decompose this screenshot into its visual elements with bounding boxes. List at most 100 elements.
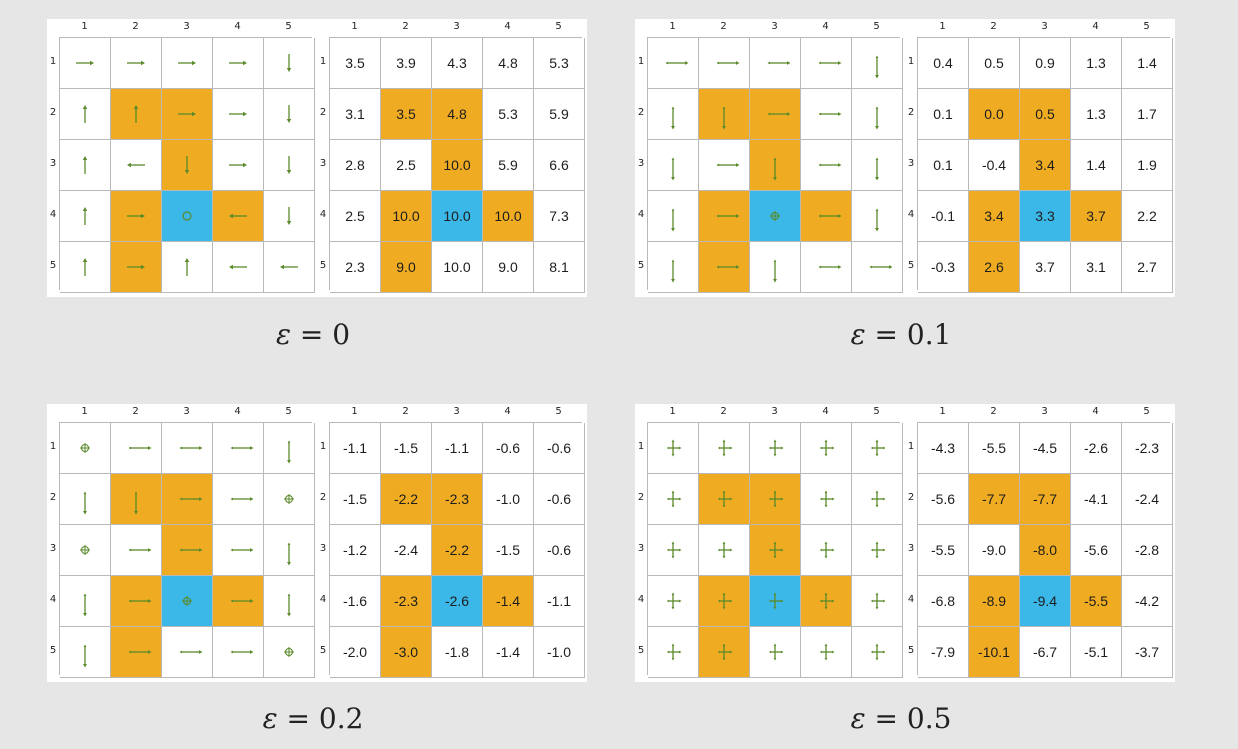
policy-cell-forbidden bbox=[162, 474, 213, 525]
arrow-left-head bbox=[717, 548, 720, 552]
epsilon-value: = 0.5 bbox=[874, 702, 952, 735]
row-label: 1 bbox=[49, 441, 57, 452]
value-cell-empty: -4.3 bbox=[918, 423, 969, 474]
arrow-left-head bbox=[716, 61, 719, 65]
arrow-left-head bbox=[818, 214, 821, 218]
policy-lr-icon bbox=[179, 650, 203, 654]
state-value: 1.4 bbox=[1137, 55, 1157, 71]
state-value: 2.8 bbox=[345, 157, 365, 173]
state-value: -9.0 bbox=[981, 542, 1007, 558]
arrow-left-head bbox=[229, 264, 233, 270]
arrow-left-head bbox=[128, 548, 131, 552]
arrow-up-head bbox=[287, 440, 291, 443]
row-label: 5 bbox=[637, 260, 645, 271]
policy-ud-icon bbox=[722, 106, 726, 130]
arrow-left-head bbox=[768, 650, 771, 654]
arrow-up-head bbox=[875, 592, 879, 595]
state-value: -2.4 bbox=[393, 542, 419, 558]
policy-cell-empty bbox=[213, 627, 264, 678]
arrow-left-head bbox=[230, 548, 233, 552]
arrow-up-head bbox=[82, 156, 88, 160]
arrow-left-head bbox=[128, 446, 131, 450]
policy-right-icon bbox=[229, 60, 247, 66]
policy-ud-icon bbox=[134, 491, 138, 515]
arrow-right-head bbox=[736, 214, 740, 218]
policy-cell-empty bbox=[162, 242, 213, 293]
policy-up-icon bbox=[184, 258, 190, 276]
arrow-up-head bbox=[671, 208, 675, 211]
row-label: 5 bbox=[319, 260, 327, 271]
policy-cell-empty bbox=[162, 627, 213, 678]
value-cell-empty: 1.3 bbox=[1071, 38, 1122, 89]
epsilon-label: ε = 0 bbox=[163, 318, 463, 351]
arrow-right-head bbox=[838, 61, 842, 65]
policy-left-icon bbox=[280, 264, 298, 270]
column-label: 4 bbox=[234, 406, 241, 417]
policy-cell-forbidden bbox=[162, 525, 213, 576]
policy-all-icon bbox=[819, 592, 835, 610]
arrow-left-head bbox=[716, 163, 719, 167]
value-cell-forbidden: 10.0 bbox=[483, 191, 534, 242]
state-value: -1.1 bbox=[546, 593, 572, 609]
arrow-right-head bbox=[199, 548, 203, 552]
policy-all-icon bbox=[768, 439, 784, 457]
arrow-down-head bbox=[875, 658, 879, 661]
arrow-up-head bbox=[824, 439, 828, 442]
value-cell-forbidden: 3.5 bbox=[381, 89, 432, 140]
epsilon-value: = 0.2 bbox=[286, 702, 364, 735]
policy-cell-empty bbox=[264, 140, 315, 191]
arrow-down-head bbox=[875, 454, 879, 457]
policy-cell-empty bbox=[264, 38, 315, 89]
state-value: -6.7 bbox=[1032, 644, 1058, 660]
policy-cell-empty bbox=[60, 576, 111, 627]
column-label: 2 bbox=[132, 406, 139, 417]
epsilon-label: ε = 0.1 bbox=[751, 318, 1051, 351]
arrow-up-head bbox=[773, 157, 777, 160]
arrow-down-head bbox=[83, 664, 87, 668]
state-value: -2.3 bbox=[444, 491, 470, 507]
column-label: 4 bbox=[1092, 406, 1099, 417]
column-label: 3 bbox=[453, 406, 460, 417]
arrow-up-head bbox=[82, 105, 88, 109]
arrow-right-head bbox=[141, 60, 145, 66]
column-label: 4 bbox=[234, 21, 241, 32]
state-value: -10.1 bbox=[978, 644, 1010, 660]
state-value: -1.4 bbox=[495, 644, 521, 660]
arrow-left-head bbox=[818, 112, 821, 116]
policy-cell-empty bbox=[648, 474, 699, 525]
value-cell-empty: -3.7 bbox=[1122, 627, 1173, 678]
state-value: -2.3 bbox=[1134, 440, 1160, 456]
policy-cell-forbidden bbox=[699, 474, 750, 525]
policy-lr-icon bbox=[665, 61, 689, 65]
row-label: 2 bbox=[637, 107, 645, 118]
arrow-down-head bbox=[184, 170, 190, 174]
row-label: 1 bbox=[319, 56, 327, 67]
policy-cell-empty bbox=[60, 89, 111, 140]
value-grid-block: 1 2 3 4 5 1 2 3 4 5 -1.1 -1.5 -1.1 -0.6 -0.6 -1.5 -2.2 -2… bbox=[317, 404, 587, 682]
column-label: 4 bbox=[1092, 21, 1099, 32]
arrow-right-head bbox=[781, 650, 784, 654]
column-label: 2 bbox=[990, 406, 997, 417]
value-cell-forbidden: -1.4 bbox=[483, 576, 534, 627]
policy-circ-icon bbox=[284, 494, 294, 504]
row-label: 1 bbox=[907, 56, 915, 67]
policy-cell-empty bbox=[264, 191, 315, 242]
arrow-up-head bbox=[671, 106, 675, 109]
state-value: 3.7 bbox=[1086, 208, 1106, 224]
policy-all-icon bbox=[768, 490, 784, 508]
policy-cell-empty bbox=[264, 627, 315, 678]
value-cell-empty: 1.3 bbox=[1071, 89, 1122, 140]
policy-right-icon bbox=[127, 213, 145, 219]
state-value: -1.5 bbox=[495, 542, 521, 558]
arrow-up-head bbox=[875, 157, 879, 160]
value-grid-block: 1 2 3 4 5 1 2 3 4 5 3.5 3.9 4.3 4.8 5.3 3.1 3.5 4.8 5.3 5.9… bbox=[317, 19, 587, 297]
policy-cell-empty bbox=[852, 576, 903, 627]
policy-up-icon bbox=[82, 105, 88, 123]
state-value: 3.3 bbox=[1035, 208, 1055, 224]
arrow-right-head bbox=[730, 497, 733, 501]
state-value: -1.1 bbox=[342, 440, 368, 456]
value-cell-forbidden: 3.4 bbox=[1020, 140, 1071, 191]
policy-lr-icon bbox=[818, 214, 842, 218]
arrow-left-head bbox=[818, 163, 821, 167]
row-label: 4 bbox=[637, 594, 645, 605]
